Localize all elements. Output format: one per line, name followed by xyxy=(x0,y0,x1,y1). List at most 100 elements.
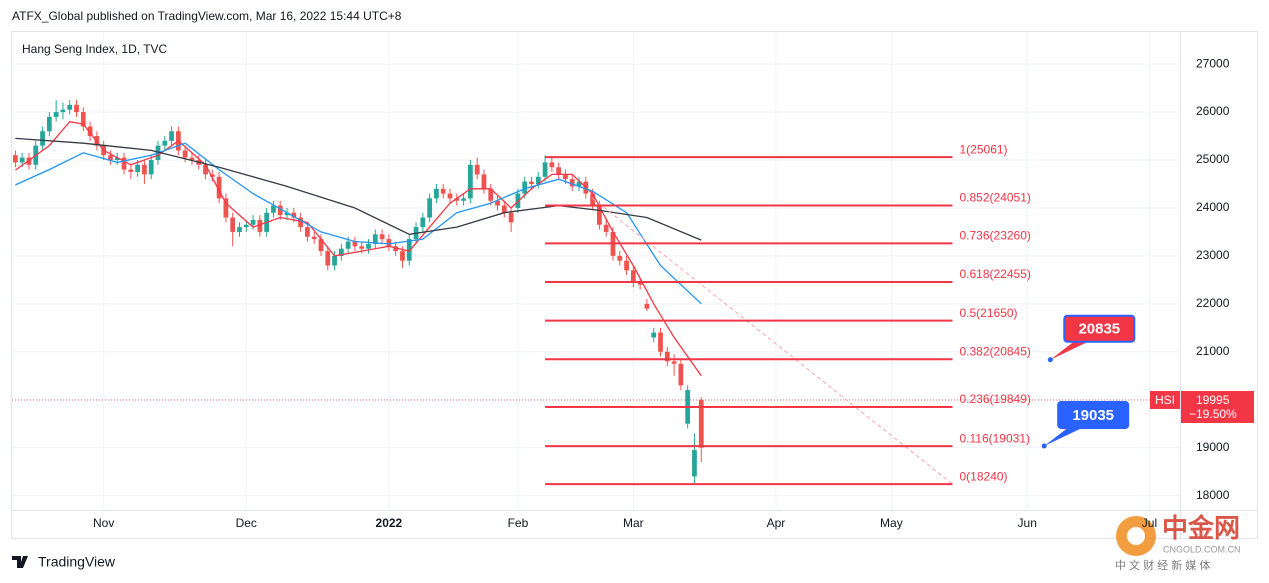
candle-body xyxy=(440,188,446,194)
tradingview-logo: TradingView xyxy=(12,554,116,570)
candle-body xyxy=(671,361,677,364)
candle-body xyxy=(563,174,568,180)
candle-body xyxy=(108,155,113,161)
candle-body xyxy=(624,260,629,271)
candle-body xyxy=(400,251,405,261)
candle-body xyxy=(80,112,86,127)
candle-body xyxy=(474,164,480,175)
watermark-text: 中金网 xyxy=(1162,513,1240,543)
watermark-logo-inner xyxy=(1127,527,1145,545)
x-tick-label: Jul xyxy=(1142,516,1157,530)
x-tick-label: Nov xyxy=(93,516,114,530)
candle-body xyxy=(13,155,18,163)
y-tick-label: 27000 xyxy=(1196,56,1230,70)
candle-body xyxy=(481,174,487,189)
callout-label: 20835 xyxy=(1078,321,1120,338)
candle-body xyxy=(237,227,242,232)
y-tick-label: 19000 xyxy=(1196,440,1230,454)
x-tick-label: Dec xyxy=(236,516,257,530)
x-tick-label: Jun xyxy=(1018,516,1037,530)
candle-body xyxy=(359,246,365,249)
candle-body xyxy=(298,217,303,228)
candle-body xyxy=(590,193,595,206)
fib-label: 0.736(23260) xyxy=(960,229,1031,243)
y-tick-label: 18000 xyxy=(1196,488,1230,502)
candle-body xyxy=(311,236,317,240)
candle-body xyxy=(379,234,385,240)
x-tick-label: Apr xyxy=(767,516,786,530)
candle-body xyxy=(664,351,670,362)
candle-body xyxy=(454,198,460,201)
y-tick-label: 23000 xyxy=(1196,248,1230,262)
candle-body xyxy=(46,116,52,132)
x-tick-label: May xyxy=(880,516,903,530)
candle-body xyxy=(243,224,249,228)
candle-body xyxy=(114,157,120,161)
candle-body xyxy=(529,181,534,184)
candle-body xyxy=(535,176,541,184)
candle-body xyxy=(182,150,188,158)
candle-body xyxy=(345,241,351,249)
candle-body xyxy=(223,198,229,218)
plot: 1(25061) 0.852(24051) 0.736(23260) 0.618(22… xyxy=(12,100,1180,486)
candle-body xyxy=(467,164,473,199)
y-tick-label: 24000 xyxy=(1196,200,1230,214)
candle-body xyxy=(556,167,562,175)
candle-body xyxy=(67,104,73,110)
candle-body xyxy=(216,176,222,199)
candle-body xyxy=(569,179,575,187)
grid xyxy=(12,32,1180,510)
candle-body xyxy=(325,251,331,266)
chart-title: Hang Seng Index, 1D, TVC xyxy=(22,42,168,56)
callout-box xyxy=(1063,314,1136,343)
candle-body xyxy=(135,164,141,172)
candle-body xyxy=(271,205,276,213)
candle-body xyxy=(352,241,358,247)
candle-body xyxy=(549,162,555,168)
candle-body xyxy=(495,200,500,206)
candle-body xyxy=(162,140,168,146)
candle-body xyxy=(87,126,93,137)
x-tick-label: Mar xyxy=(623,516,644,530)
candle-body xyxy=(447,193,453,199)
candle-body xyxy=(142,164,147,175)
candle-body xyxy=(420,217,426,228)
watermark: 中金网 CNGOLD.COM.CN 中 文 财 经 新 媒 体 xyxy=(1115,513,1241,572)
candle-body xyxy=(386,239,392,247)
fib-label: 0.852(24051) xyxy=(960,191,1031,205)
moving-average xyxy=(15,137,702,241)
callout-pointer xyxy=(1044,425,1087,446)
y-tick-label: 26000 xyxy=(1196,104,1230,118)
candle-body xyxy=(189,157,195,161)
candle-body xyxy=(644,303,650,309)
change-label: −19.50% xyxy=(1189,407,1237,421)
moving-average xyxy=(15,120,702,377)
candle-body xyxy=(53,112,59,117)
fib-label: 1(25061) xyxy=(960,142,1008,156)
candle-body xyxy=(651,332,657,338)
candle-body xyxy=(291,212,297,218)
logo-icon xyxy=(12,556,28,568)
candle-body xyxy=(284,212,290,216)
candle-body xyxy=(637,282,643,285)
last-price-label: 19995 xyxy=(1196,393,1230,407)
y-tick-label: 25000 xyxy=(1196,152,1230,166)
candle-body xyxy=(332,255,337,266)
candle-body xyxy=(203,164,208,175)
candle-body xyxy=(250,219,256,225)
candle-body xyxy=(60,109,66,113)
candle-body xyxy=(74,104,79,113)
fib-label: 0(18240) xyxy=(960,469,1008,483)
candle-body xyxy=(501,205,507,213)
moving-average xyxy=(15,142,702,305)
fib-label: 0.236(19849) xyxy=(960,392,1031,406)
y-tick-label: 21000 xyxy=(1196,344,1230,358)
candle-body xyxy=(658,332,663,352)
x-tick-label: Feb xyxy=(508,516,529,530)
callout-point xyxy=(1041,443,1047,449)
header: ATFX_Global published on TradingView.com… xyxy=(12,9,402,23)
symbol-tag xyxy=(1150,390,1180,409)
candle-body xyxy=(121,157,127,170)
x-tick-label: 2022 xyxy=(376,516,403,530)
